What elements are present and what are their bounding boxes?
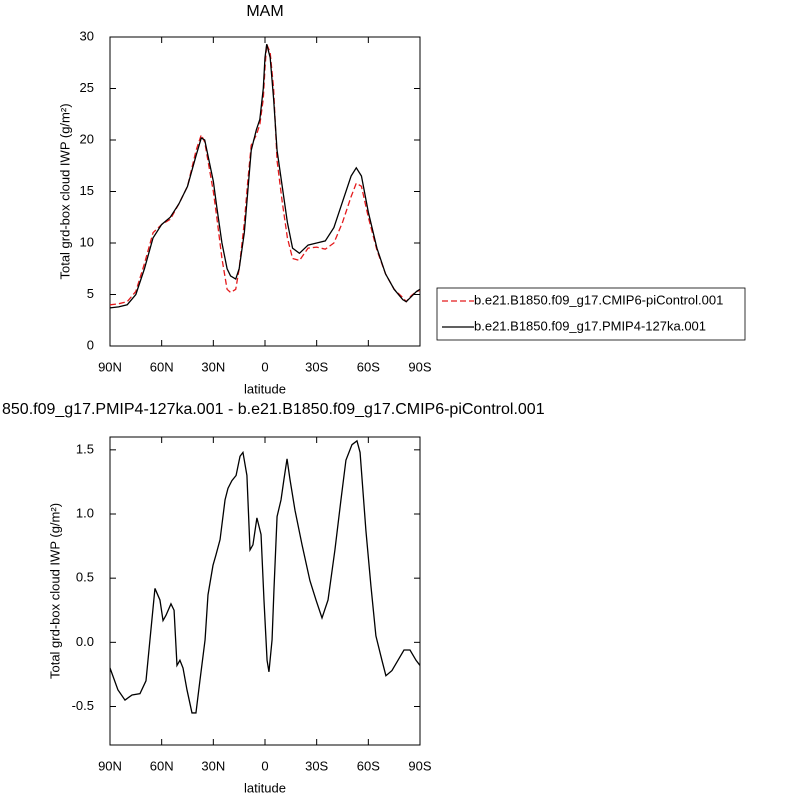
plot-frame bbox=[109, 36, 421, 347]
chart-title: MAM bbox=[246, 3, 283, 20]
y-axis-label: Total grd-box cloud IWP (g/m²) bbox=[47, 503, 62, 679]
x-tick-label: 30N bbox=[201, 359, 225, 374]
legend-label: b.e21.B1850.f09_g17.CMIP6-piControl.001 bbox=[474, 292, 723, 307]
x-tick-label: 60N bbox=[150, 758, 174, 773]
data-line bbox=[109, 439, 421, 714]
y-tick-label: 30 bbox=[80, 28, 94, 43]
x-axis-label: latitude bbox=[244, 381, 286, 396]
y-tick-label: 25 bbox=[80, 80, 94, 95]
x-tick-label: 0 bbox=[261, 758, 268, 773]
y-tick-label: 1.5 bbox=[76, 441, 94, 456]
data-line bbox=[109, 44, 421, 309]
y-tick-label: 1.0 bbox=[76, 505, 94, 520]
x-tick-label: 90S bbox=[408, 359, 431, 374]
y-axis-label: Total grd-box cloud IWP (g/m²) bbox=[57, 103, 72, 279]
x-tick-label: 30N bbox=[201, 758, 225, 773]
x-tick-label: 0 bbox=[261, 359, 268, 374]
x-tick-label: 60S bbox=[357, 359, 380, 374]
y-tick-label: 0.0 bbox=[76, 634, 94, 649]
y-tick-label: 15 bbox=[80, 183, 94, 198]
y-tick-label: -0.5 bbox=[72, 698, 94, 713]
legend-box bbox=[436, 287, 746, 341]
chart-title: 850.f09_g17.PMIP4-127ka.001 - b.e21.B185… bbox=[2, 401, 545, 418]
x-axis-label: latitude bbox=[244, 780, 286, 795]
legend-label: b.e21.B1850.f09_g17.PMIP4-127ka.001 bbox=[474, 318, 706, 333]
x-tick-label: 30S bbox=[305, 359, 328, 374]
x-tick-label: 60S bbox=[357, 758, 380, 773]
x-tick-label: 90N bbox=[98, 359, 122, 374]
y-tick-label: 5 bbox=[87, 286, 94, 301]
y-tick-label: 20 bbox=[80, 131, 94, 146]
x-tick-label: 90N bbox=[98, 758, 122, 773]
y-tick-label: 10 bbox=[80, 234, 94, 249]
y-tick-label: 0.5 bbox=[76, 570, 94, 585]
x-tick-label: 30S bbox=[305, 758, 328, 773]
x-tick-label: 90S bbox=[408, 758, 431, 773]
y-tick-label: 0 bbox=[87, 337, 94, 352]
data-line bbox=[109, 43, 421, 306]
x-tick-label: 60N bbox=[150, 359, 174, 374]
